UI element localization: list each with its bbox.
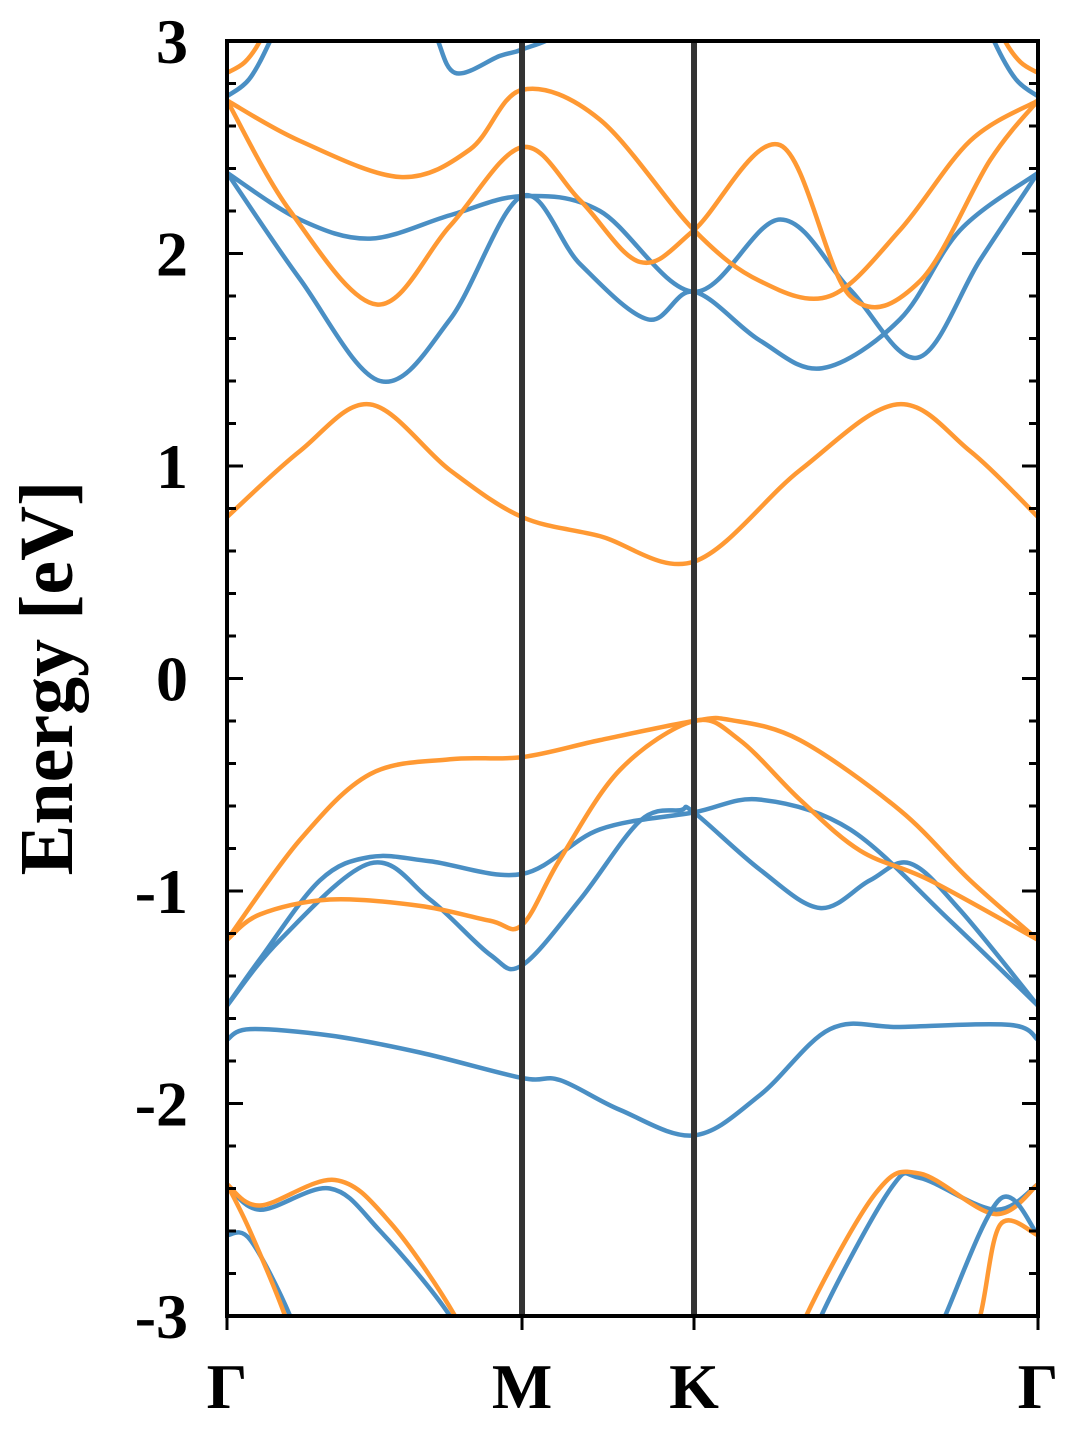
band-orange-valence-deep-1 xyxy=(227,1177,458,1316)
band-blue-conduction-top-1 xyxy=(227,41,273,99)
band-orange-conduction-top-1 xyxy=(227,41,263,75)
band-orange-valence-deep-4 xyxy=(977,1218,1038,1316)
x-tick-label: K xyxy=(669,1351,719,1422)
band-blue-conduction-1 xyxy=(227,170,1038,385)
band-orange-conduction-1 xyxy=(227,402,1038,567)
band-orange-valence-2 xyxy=(227,717,1038,942)
band-orange-valence-deep-3 xyxy=(803,1169,1038,1316)
y-axis-ticks: 3 2 1 0 -1 -2 -3 xyxy=(135,6,1038,1352)
x-tick-label: Γ xyxy=(1018,1351,1059,1422)
bands-group xyxy=(227,41,1038,1316)
band-orange-valence-1 xyxy=(227,715,1038,942)
band-blue-valence-3 xyxy=(227,1021,1038,1138)
band-orange-conduction-3 xyxy=(227,86,1038,302)
band-blue-conduction-2 xyxy=(227,170,1038,360)
y-tick-label: -3 xyxy=(135,1281,188,1352)
band-blue-valence-deep-1 xyxy=(227,1182,453,1316)
plot-frame xyxy=(225,39,1040,1318)
band-blue-valence-deep-4 xyxy=(942,1194,1038,1316)
y-tick-label: 0 xyxy=(156,644,188,715)
high-symmetry-lines xyxy=(519,41,698,1316)
band-blue-valence-2 xyxy=(227,804,1038,1008)
y-tick-label: -2 xyxy=(135,1069,188,1140)
band-orange-valence-deep-2 xyxy=(227,1183,288,1316)
band-blue-conduction-top-3 xyxy=(435,41,551,76)
band-blue-valence-deep-3 xyxy=(818,1171,1038,1316)
band-orange-conduction-top-2 xyxy=(1002,41,1038,75)
y-tick-label: 3 xyxy=(156,6,188,77)
band-orange-conduction-2 xyxy=(227,99,1038,310)
x-tick-label: Γ xyxy=(207,1351,248,1422)
band-blue-conduction-top-2 xyxy=(991,41,1038,99)
y-axis-label: Energy [eV] xyxy=(5,481,89,876)
y-tick-label: -1 xyxy=(135,856,188,927)
x-tick-label: M xyxy=(492,1351,552,1422)
y-tick-label: 1 xyxy=(156,431,188,502)
y-tick-label: 2 xyxy=(156,219,188,290)
